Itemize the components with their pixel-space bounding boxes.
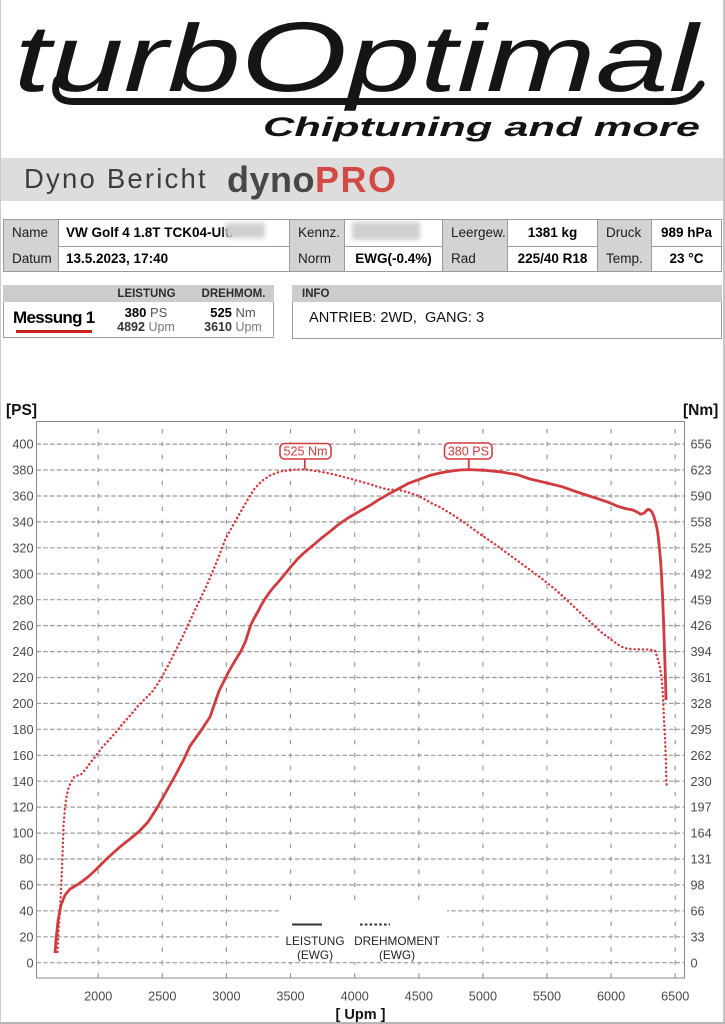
- svg-text:LEISTUNG: LEISTUNG: [286, 934, 345, 948]
- svg-text:197: 197: [691, 801, 712, 815]
- svg-text:120: 120: [12, 801, 33, 815]
- svg-text:492: 492: [691, 567, 712, 581]
- svg-text:361: 361: [691, 671, 712, 685]
- svg-text:180: 180: [12, 723, 33, 737]
- svg-text:240: 240: [12, 645, 33, 659]
- svg-text:33: 33: [691, 930, 705, 944]
- svg-text:656: 656: [691, 438, 712, 452]
- svg-text:380 PS: 380 PS: [448, 445, 489, 459]
- svg-text:100: 100: [12, 827, 33, 841]
- svg-text:6000: 6000: [597, 990, 625, 1004]
- svg-text:3000: 3000: [212, 990, 240, 1004]
- svg-text:2500: 2500: [148, 990, 176, 1004]
- svg-text:[PS]: [PS]: [6, 402, 37, 419]
- svg-text:98: 98: [691, 879, 705, 893]
- svg-text:DREHMOMENT: DREHMOMENT: [354, 934, 440, 948]
- svg-text:3500: 3500: [276, 990, 304, 1004]
- svg-text:[ Upm ]: [ Upm ]: [336, 1007, 386, 1023]
- svg-text:131: 131: [691, 853, 712, 867]
- svg-text:426: 426: [691, 619, 712, 633]
- svg-text:295: 295: [691, 723, 712, 737]
- svg-text:525: 525: [691, 541, 712, 555]
- svg-text:2000: 2000: [84, 990, 112, 1004]
- svg-text:360: 360: [12, 490, 33, 504]
- svg-text:6500: 6500: [661, 990, 689, 1004]
- svg-text:262: 262: [691, 749, 712, 763]
- svg-text:5500: 5500: [533, 990, 561, 1004]
- svg-text:459: 459: [691, 593, 712, 607]
- svg-text:394: 394: [691, 645, 712, 659]
- svg-text:80: 80: [19, 853, 33, 867]
- svg-text:(EWG): (EWG): [297, 948, 333, 962]
- svg-text:60: 60: [19, 879, 33, 893]
- svg-text:525 Nm: 525 Nm: [283, 445, 327, 459]
- svg-text:[Nm]: [Nm]: [683, 402, 718, 419]
- svg-text:558: 558: [691, 516, 712, 530]
- svg-text:140: 140: [12, 775, 33, 789]
- svg-text:4000: 4000: [341, 990, 369, 1004]
- svg-text:5000: 5000: [469, 990, 497, 1004]
- svg-text:4500: 4500: [405, 990, 433, 1004]
- svg-text:0: 0: [691, 956, 698, 970]
- svg-text:200: 200: [12, 697, 33, 711]
- svg-text:20: 20: [19, 930, 33, 944]
- svg-text:380: 380: [12, 464, 33, 478]
- svg-text:623: 623: [691, 464, 712, 478]
- svg-text:328: 328: [691, 697, 712, 711]
- svg-text:40: 40: [19, 904, 33, 918]
- svg-text:590: 590: [691, 490, 712, 504]
- svg-text:400: 400: [12, 438, 33, 452]
- svg-text:280: 280: [12, 593, 33, 607]
- svg-text:66: 66: [691, 904, 705, 918]
- svg-text:Chiptuning and more: Chiptuning and more: [263, 112, 700, 142]
- svg-text:0: 0: [26, 956, 33, 970]
- svg-text:164: 164: [691, 827, 712, 841]
- svg-text:(EWG): (EWG): [379, 948, 415, 962]
- svg-text:160: 160: [12, 749, 33, 763]
- svg-text:260: 260: [12, 619, 33, 633]
- svg-text:340: 340: [12, 516, 33, 530]
- svg-text:220: 220: [12, 671, 33, 685]
- svg-text:300: 300: [12, 567, 33, 581]
- svg-text:320: 320: [12, 541, 33, 555]
- svg-text:230: 230: [691, 775, 712, 789]
